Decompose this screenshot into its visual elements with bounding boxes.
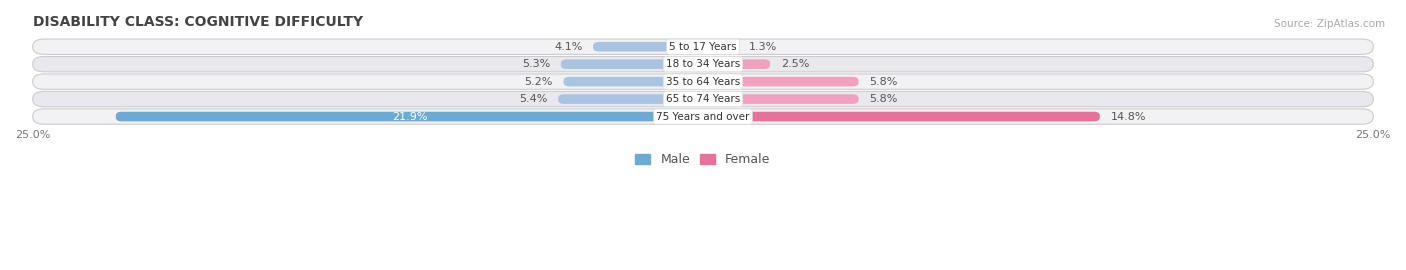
FancyBboxPatch shape xyxy=(32,109,1374,124)
Text: 5 to 17 Years: 5 to 17 Years xyxy=(669,42,737,52)
Text: 5.8%: 5.8% xyxy=(869,77,897,87)
FancyBboxPatch shape xyxy=(703,112,1099,121)
FancyBboxPatch shape xyxy=(32,39,1374,54)
Text: 65 to 74 Years: 65 to 74 Years xyxy=(666,94,740,104)
FancyBboxPatch shape xyxy=(703,77,859,86)
FancyBboxPatch shape xyxy=(703,94,859,104)
Text: Source: ZipAtlas.com: Source: ZipAtlas.com xyxy=(1274,19,1385,29)
Text: 75 Years and over: 75 Years and over xyxy=(657,112,749,122)
FancyBboxPatch shape xyxy=(561,59,703,69)
Text: 5.2%: 5.2% xyxy=(524,77,553,87)
Text: 14.8%: 14.8% xyxy=(1111,112,1146,122)
FancyBboxPatch shape xyxy=(32,74,1374,89)
Text: 35 to 64 Years: 35 to 64 Years xyxy=(666,77,740,87)
Text: 5.3%: 5.3% xyxy=(522,59,550,69)
Text: 1.3%: 1.3% xyxy=(748,42,778,52)
FancyBboxPatch shape xyxy=(703,42,738,52)
FancyBboxPatch shape xyxy=(32,92,1374,107)
Text: 2.5%: 2.5% xyxy=(780,59,808,69)
Text: 18 to 34 Years: 18 to 34 Years xyxy=(666,59,740,69)
Text: 21.9%: 21.9% xyxy=(392,112,427,122)
Text: 4.1%: 4.1% xyxy=(554,42,582,52)
Text: 5.4%: 5.4% xyxy=(519,94,547,104)
Legend: Male, Female: Male, Female xyxy=(636,153,770,166)
Text: 5.8%: 5.8% xyxy=(869,94,897,104)
FancyBboxPatch shape xyxy=(115,112,703,121)
FancyBboxPatch shape xyxy=(703,59,770,69)
FancyBboxPatch shape xyxy=(558,94,703,104)
FancyBboxPatch shape xyxy=(593,42,703,52)
FancyBboxPatch shape xyxy=(32,56,1374,72)
Text: DISABILITY CLASS: COGNITIVE DIFFICULTY: DISABILITY CLASS: COGNITIVE DIFFICULTY xyxy=(32,15,363,29)
FancyBboxPatch shape xyxy=(564,77,703,86)
